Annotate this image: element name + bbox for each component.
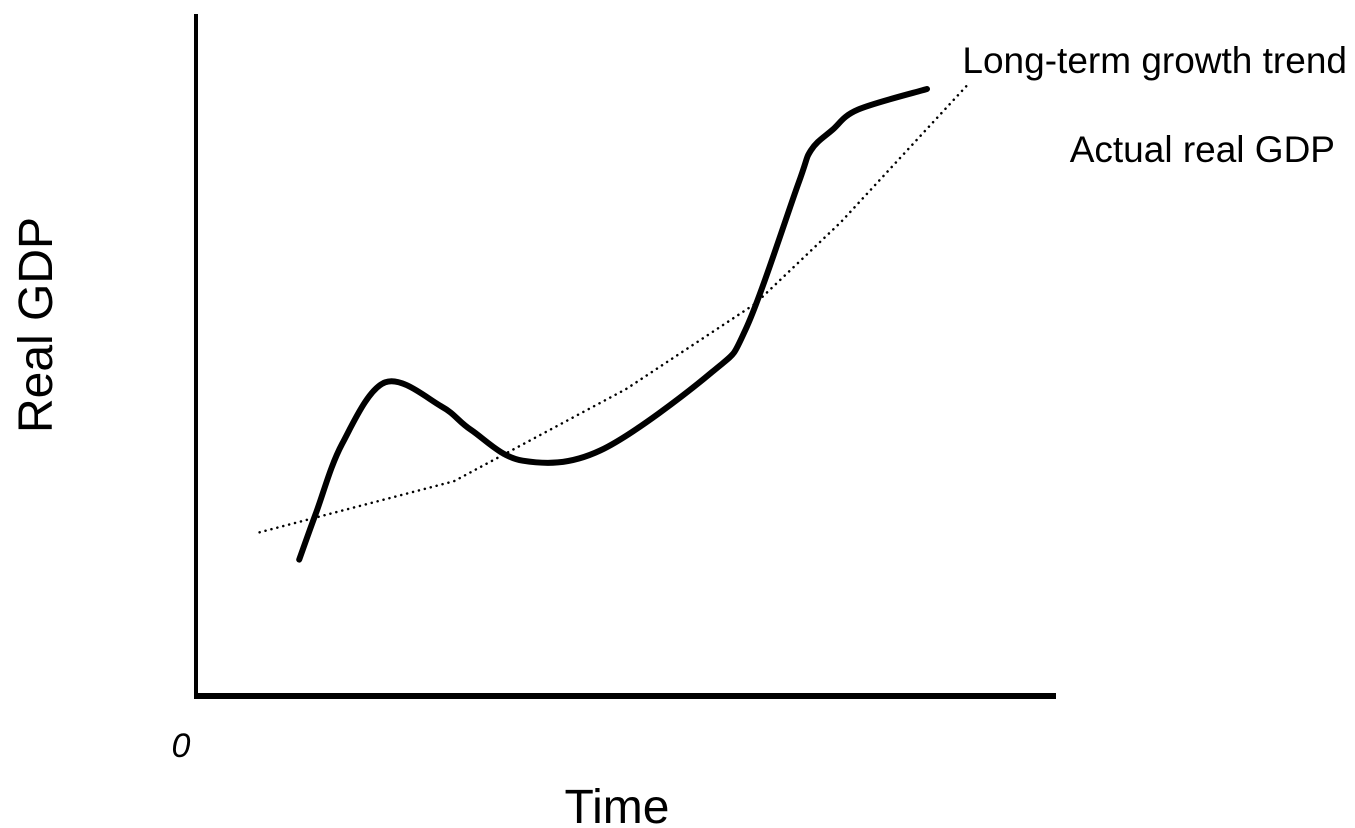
x-axis-label: Time bbox=[565, 781, 670, 828]
series-line-long-term-growth-trend bbox=[258, 80, 972, 534]
labels-layer: 0 Time Real GDP Long-term growth trend A… bbox=[10, 40, 1347, 828]
y-axis-label: Real GDP bbox=[10, 217, 63, 433]
origin-label: 0 bbox=[172, 727, 191, 765]
series-label-long-term-growth-trend: Long-term growth trend bbox=[962, 40, 1347, 81]
series-label-actual-real-gdp: Actual real GDP bbox=[1070, 129, 1335, 170]
axes bbox=[194, 14, 1056, 699]
series-line-actual-real-gdp bbox=[296, 86, 930, 563]
series-layer bbox=[258, 80, 972, 563]
